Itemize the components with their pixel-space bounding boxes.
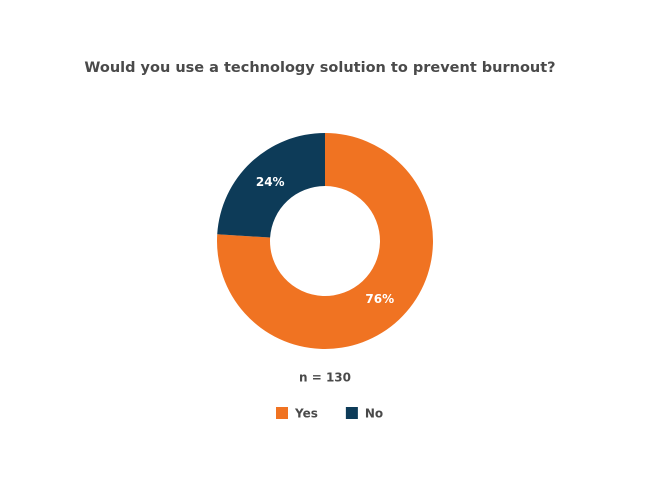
sample-size: n = 130 — [299, 371, 351, 385]
legend-swatch — [276, 407, 288, 419]
value-label: 24% — [256, 175, 285, 189]
chart-title: Would you use a technology solution to p… — [84, 60, 555, 76]
donut-slice — [217, 133, 325, 238]
legend-label: No — [365, 407, 383, 421]
value-label: 76% — [365, 292, 394, 306]
legend-label: Yes — [294, 407, 318, 421]
legend-swatch — [345, 407, 358, 419]
donut-slice — [217, 133, 433, 349]
